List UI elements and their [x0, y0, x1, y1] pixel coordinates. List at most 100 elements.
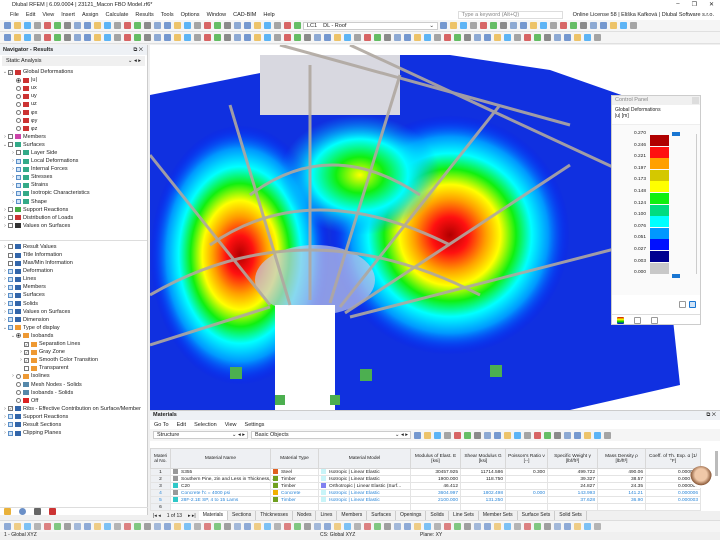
toolbar-tool-icon[interactable]: [274, 523, 281, 530]
tree-item[interactable]: › Strains: [0, 181, 147, 189]
toolbar-tool-icon[interactable]: [494, 431, 501, 439]
cell-no[interactable]: 1: [150, 468, 171, 476]
menu-file[interactable]: File: [10, 12, 19, 18]
chevron-right-icon[interactable]: ›: [4, 222, 6, 229]
toolbar-tool-icon[interactable]: [124, 34, 131, 41]
radio-button[interactable]: [16, 333, 21, 339]
toolbar-tool-icon[interactable]: [534, 523, 541, 530]
toolbar-tool-icon[interactable]: [530, 22, 537, 29]
chevron-right-icon[interactable]: ›: [4, 284, 6, 291]
radio-button[interactable]: [16, 93, 21, 99]
toolbar-tool-icon[interactable]: [574, 523, 581, 530]
toolbar-tool-icon[interactable]: [84, 523, 91, 530]
checkbox[interactable]: [8, 430, 13, 436]
toolbar-tool-icon[interactable]: [154, 523, 161, 530]
radio-button[interactable]: [16, 85, 21, 91]
toolbar-tool-icon[interactable]: [144, 22, 151, 29]
toolbar-tool-icon[interactable]: [444, 34, 451, 41]
cell-E[interactable]: 46.412: [410, 482, 461, 490]
checkbox[interactable]: ✓: [8, 69, 13, 75]
toolbar-tool-icon[interactable]: [104, 34, 111, 41]
chevron-right-icon[interactable]: ›: [4, 292, 6, 299]
toolbar-tool-icon[interactable]: [154, 34, 161, 41]
toolbar-tool-icon[interactable]: [114, 523, 121, 530]
toolbar-tool-icon[interactable]: [94, 34, 101, 41]
column-header[interactable]: Shear Modulus G [ksi]: [460, 448, 506, 469]
tree-item[interactable]: φy: [0, 117, 147, 125]
cell-rho[interactable]: 24.35: [597, 482, 646, 490]
cell-name[interactable]: [170, 503, 271, 511]
menu-help[interactable]: Help: [263, 12, 275, 18]
toolbar-tool-icon[interactable]: [224, 34, 231, 41]
tree-item[interactable]: ⌄ Surfaces: [0, 141, 147, 149]
avatar[interactable]: [690, 466, 712, 488]
toolbar-tool-icon[interactable]: [204, 34, 211, 41]
materials-menu-item[interactable]: Go To: [154, 421, 169, 428]
cell-gamma[interactable]: [547, 503, 598, 511]
toolbar-tool-icon[interactable]: [294, 34, 301, 41]
table-row[interactable]: 5 28F-2.1E SP, 4 to 15 Lams Timber Isotropi…: [150, 496, 701, 504]
toolbar-tool-icon[interactable]: [450, 22, 457, 29]
search-input[interactable]: Type a keyword (Alt+Q): [457, 11, 563, 19]
toolbar-tool-icon[interactable]: [54, 523, 61, 530]
tree-item[interactable]: |u|: [0, 76, 147, 84]
toolbar-tool-icon[interactable]: [590, 22, 597, 29]
cell-name[interactable]: 28F-2.1E SP, 4 to 15 Lams: [170, 496, 271, 504]
radio-button[interactable]: [16, 373, 21, 379]
cell-model[interactable]: Isotropic | Linear Elastic: [318, 468, 411, 476]
chevron-right-icon[interactable]: ›: [12, 198, 14, 205]
cell-nu[interactable]: 0.300: [505, 468, 548, 476]
toolbar-tool-icon[interactable]: [474, 34, 481, 41]
cell-type[interactable]: [270, 503, 319, 511]
tree-item[interactable]: ⌄ Isobands: [0, 332, 147, 340]
toolbar-tool-icon[interactable]: [560, 22, 567, 29]
checkbox[interactable]: [8, 422, 13, 428]
toolbar-tool-icon[interactable]: [540, 22, 547, 29]
cell-G[interactable]: [460, 503, 506, 511]
toolbar-tool-icon[interactable]: [234, 523, 241, 530]
toolbar-tool-icon[interactable]: [594, 523, 601, 530]
tree-item[interactable]: › Result Values: [0, 243, 147, 251]
toolbar-tool-icon[interactable]: [64, 22, 71, 29]
menu-calculate[interactable]: Calculate: [105, 12, 129, 18]
cell-no[interactable]: 2: [150, 475, 171, 483]
toolbar-tool-icon[interactable]: [594, 34, 601, 41]
radio-button[interactable]: [16, 126, 21, 132]
table-row[interactable]: 4 Concrete f'c = 4000 psi Concrete Isotropi…: [150, 489, 701, 497]
cell-nu[interactable]: [505, 496, 548, 504]
menu-options[interactable]: Options: [180, 12, 200, 18]
cell-no[interactable]: 6: [150, 503, 171, 511]
tree-item[interactable]: Mesh Nodes - Solids: [0, 380, 147, 388]
tab-thicknesses[interactable]: Thicknesses: [256, 511, 294, 520]
checkbox[interactable]: [8, 268, 13, 274]
cell-type[interactable]: Concrete: [270, 489, 319, 497]
tree-item[interactable]: ux: [0, 84, 147, 92]
toolbar-tool-icon[interactable]: [554, 523, 561, 530]
menu-insert[interactable]: Insert: [61, 12, 75, 18]
export-icon[interactable]: [679, 301, 686, 308]
cell-alpha[interactable]: [645, 503, 701, 511]
menu-window[interactable]: Window: [206, 12, 227, 18]
tree-item[interactable]: › Distribution of Loads: [0, 214, 147, 222]
tree-item[interactable]: › Layer Side: [0, 149, 147, 157]
chevron-right-icon[interactable]: ›: [12, 158, 14, 165]
toolbar-tool-icon[interactable]: [594, 431, 601, 439]
toolbar-tool-icon[interactable]: [414, 34, 421, 41]
tab-sections[interactable]: Sections: [228, 511, 257, 520]
toolbar-tool-icon[interactable]: [54, 34, 61, 41]
toolbar-tool-icon[interactable]: [544, 431, 551, 439]
toolbar-tool-icon[interactable]: [74, 34, 81, 41]
toolbar-tool-icon[interactable]: [44, 22, 51, 29]
checkbox[interactable]: [8, 142, 13, 148]
cell-gamma[interactable]: 143.993: [547, 489, 598, 497]
toolbar-tool-icon[interactable]: [524, 34, 531, 41]
tree-item[interactable]: › Internal Forces: [0, 165, 147, 173]
checkbox[interactable]: [8, 215, 13, 221]
toolbar-tool-icon[interactable]: [244, 22, 251, 29]
toolbar-tool-icon[interactable]: [334, 34, 341, 41]
toolbar-tool-icon[interactable]: [14, 22, 21, 29]
tree-item[interactable]: › Members: [0, 283, 147, 291]
checkbox[interactable]: [8, 309, 13, 315]
chevron-right-icon[interactable]: ›: [4, 268, 6, 275]
chevron-right-icon[interactable]: ›: [12, 174, 14, 181]
